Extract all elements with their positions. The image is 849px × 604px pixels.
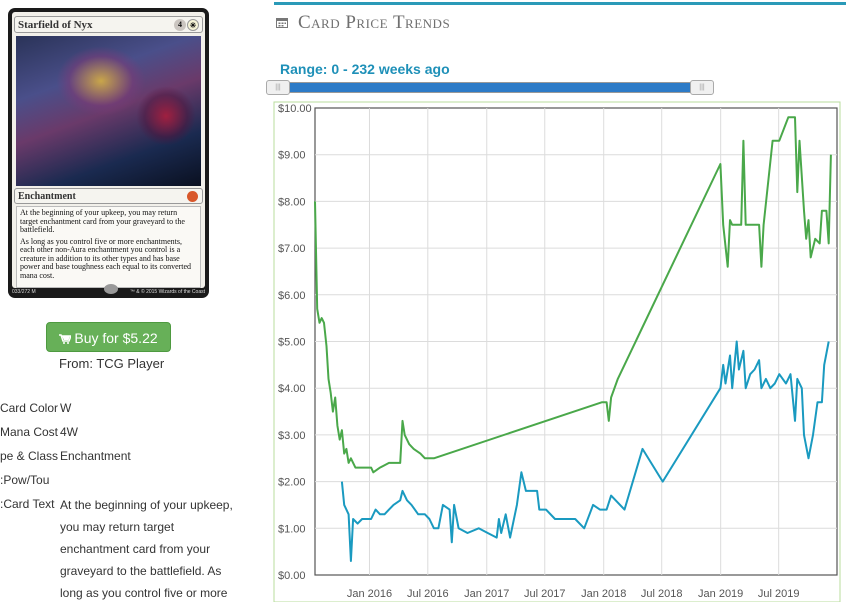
y-tick-label: $2.00: [278, 477, 306, 489]
range-slider-end-handle[interactable]: |||: [690, 80, 714, 95]
card-text-value: At the beginning of your upkeep, you may…: [60, 498, 233, 600]
type-class-label: Type & Class:: [0, 449, 58, 463]
card-text-label: Card Text:: [0, 497, 55, 511]
y-tick-label: $6.00: [278, 290, 306, 302]
x-tick-label: Jan 2017: [464, 588, 509, 600]
buy-button[interactable]: Buy for $5.22: [46, 322, 171, 352]
section-divider: [274, 2, 846, 5]
x-tick-label: Jan 2016: [347, 588, 392, 600]
range-slider-start-handle[interactable]: |||: [266, 80, 290, 95]
card-name: Starfield of Nyx: [18, 19, 93, 31]
holo-stamp-icon: [104, 284, 118, 294]
mana-cost-value: 4W: [60, 425, 78, 439]
price-series-line-0: [314, 116, 832, 474]
set-symbol-icon: [187, 191, 198, 202]
mana-white-icon: ✳: [187, 19, 199, 31]
y-tick-label: $9.00: [278, 150, 306, 162]
y-tick-label: $1.00: [278, 523, 306, 535]
card-image: Starfield of Nyx 4 ✳ Enchantment At the …: [8, 8, 209, 298]
cart-icon: [59, 334, 72, 344]
card-rules-text: At the beginning of your upkeep, you may…: [20, 208, 185, 234]
card-type-line: Enchantment: [18, 191, 76, 202]
mana-cost-label: Mana Cost: [0, 425, 58, 439]
card-face: Starfield of Nyx 4 ✳ Enchantment At the …: [12, 12, 205, 288]
y-tick-label: $3.00: [278, 430, 306, 442]
card-art: [16, 36, 201, 186]
x-tick-label: Jan 2018: [581, 588, 626, 600]
card-rules-text: As long as you control five or more ench…: [20, 236, 192, 280]
y-tick-label: $10.00: [278, 103, 312, 115]
card-color-value: W: [60, 401, 72, 415]
x-tick-label: Jul 2019: [758, 588, 800, 600]
price-series-line-1: [340, 340, 830, 562]
y-tick-label: $8.00: [278, 196, 306, 208]
price-trend-chart: $0.00 $1.00 $2.00 $3.00 $4.00 $5.00 $6.00 $7.00…: [273, 101, 841, 602]
collector-number: 033/272 M: [12, 289, 36, 295]
y-tick-label: $5.00: [278, 337, 306, 349]
y-tick-label: $4.00: [278, 383, 306, 395]
x-tick-label: Jul 2017: [524, 588, 566, 600]
card-type-bar: Enchantment: [14, 188, 203, 204]
pow-tou-label: Pow/Tou:: [0, 473, 50, 487]
range-slider[interactable]: [274, 82, 714, 93]
card-footer: 033/272 M ™ & © 2015 Wizards of the Coas…: [12, 284, 205, 297]
mana-generic-icon: 4: [174, 19, 186, 31]
section-title: Card Price Trends: [298, 12, 451, 33]
y-tick-label: $0.00: [278, 570, 306, 582]
type-class-value: Enchantment: [60, 449, 131, 463]
range-label: Range: 0 - 232 weeks ago: [280, 61, 450, 77]
card-color-label: Card Color:: [0, 401, 58, 415]
x-tick-label: Jan 2019: [698, 588, 743, 600]
calendar-icon: [276, 18, 288, 28]
card-rules-box: At the beginning of your upkeep, you may…: [16, 206, 201, 288]
card-name-bar: Starfield of Nyx 4 ✳: [14, 16, 203, 33]
x-tick-label: Jul 2018: [641, 588, 683, 600]
price-source: From: TCG Player: [59, 356, 165, 371]
mana-cost: 4 ✳: [174, 19, 199, 31]
x-tick-label: Jul 2016: [407, 588, 449, 600]
buy-button-label: Buy for $5.22: [74, 330, 158, 346]
card-copyright: ™ & © 2015 Wizards of the Coast: [129, 289, 205, 295]
y-tick-label: $7.00: [278, 243, 306, 255]
